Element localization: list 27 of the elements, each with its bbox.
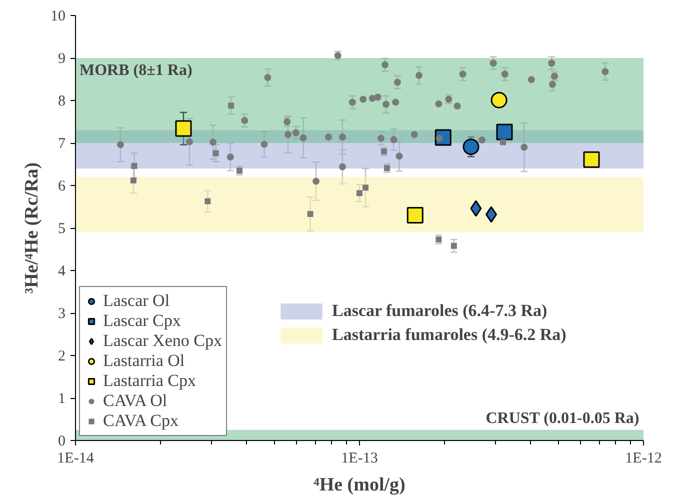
- x-tick-label: 1E-14: [57, 450, 94, 466]
- y-tick-label: 7: [58, 136, 66, 152]
- y-tick-label: 10: [50, 8, 66, 24]
- legend-label: Lascar Cpx: [103, 311, 181, 331]
- y-tick-label: 9: [58, 51, 66, 67]
- legend-label: CAVA Cpx: [103, 411, 178, 431]
- legend-label: CAVA Ol: [103, 391, 168, 411]
- legend-label: Lastarria fumaroles (4.9-6.2 Ra): [332, 325, 566, 345]
- legend-label: Lascar Xeno Cpx: [103, 331, 222, 351]
- x-axis-title: ⁴He (mol/g): [314, 474, 406, 496]
- x-tick-label: 1E-13: [341, 450, 378, 466]
- y-tick-label: 3: [58, 306, 66, 322]
- legend-label: Lastarria Cpx: [103, 371, 196, 391]
- y-tick-label: 5: [58, 221, 66, 237]
- y-tick-label: 8: [58, 94, 66, 110]
- y-tick-label: 6: [58, 178, 66, 194]
- legend-label: Lastarria Ol: [103, 351, 185, 371]
- y-tick-label: 2: [58, 348, 66, 364]
- legend-label: Lascar Ol: [103, 291, 170, 311]
- y-axis-title: ³He/⁴He (Rc/Ra): [22, 162, 42, 294]
- legend-label: Lascar fumaroles (6.4-7.3 Ra): [332, 301, 548, 321]
- band-label: CRUST (0.01-0.05 Ra): [486, 410, 640, 427]
- x-tick-label: 1E-12: [625, 450, 662, 466]
- y-tick-label: 1: [58, 391, 66, 407]
- y-tick-label: 4: [58, 264, 66, 280]
- y-tick-label: 0: [58, 434, 66, 450]
- band-label: MORB (8±1 Ra): [80, 62, 192, 79]
